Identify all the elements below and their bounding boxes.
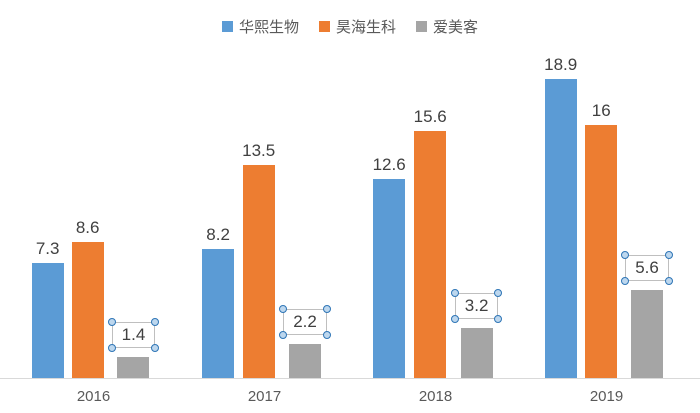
selection-handle[interactable] bbox=[494, 315, 503, 323]
bar-group-2017: 8.2 13.5 2.2 2017 bbox=[179, 50, 350, 413]
bar-series3-2016[interactable] bbox=[117, 357, 150, 379]
selection-handle[interactable] bbox=[279, 305, 288, 313]
selection-handle[interactable] bbox=[151, 318, 160, 326]
x-axis-tick-label: 2019 bbox=[589, 388, 624, 405]
selection-handle[interactable] bbox=[621, 251, 630, 259]
selection-handle[interactable] bbox=[322, 331, 331, 339]
data-label-selected[interactable]: 3.2 bbox=[450, 289, 503, 323]
data-label[interactable]: 8.6 bbox=[75, 218, 100, 237]
data-label-selected[interactable]: 5.6 bbox=[621, 251, 673, 285]
bar-series2-2019[interactable] bbox=[585, 125, 618, 379]
bar-cell: 13.5 bbox=[242, 141, 275, 379]
bar-cell: 1.4 bbox=[107, 318, 160, 379]
data-label-text: 5.6 bbox=[635, 258, 659, 277]
data-label[interactable]: 15.6 bbox=[413, 107, 447, 126]
data-label-text: 1.4 bbox=[121, 325, 146, 344]
bar-series1-2019[interactable] bbox=[544, 79, 577, 379]
legend-swatch bbox=[318, 21, 330, 32]
x-axis-line bbox=[0, 378, 700, 379]
bar-cluster: 7.3 8.6 1.4 bbox=[8, 50, 179, 379]
plot-area: 7.3 8.6 1.4 2016 8.2 13.5 2.2 2017 12.6 15.6 3.2 20… bbox=[8, 50, 692, 413]
x-axis-tick-label: 2017 bbox=[247, 388, 282, 405]
bar-cell: 8.6 bbox=[71, 218, 104, 379]
data-label[interactable]: 12.6 bbox=[372, 155, 406, 174]
bar-cell: 5.6 bbox=[621, 251, 673, 379]
selection-handle[interactable] bbox=[322, 305, 331, 313]
selection-handle[interactable] bbox=[664, 251, 673, 259]
data-label[interactable]: 8.2 bbox=[206, 225, 230, 244]
bar-series3-2018[interactable] bbox=[460, 328, 493, 379]
selection-handle[interactable] bbox=[107, 344, 116, 352]
bar-cluster: 12.6 15.6 3.2 bbox=[350, 50, 521, 379]
chart-legend: 华熙生物 昊海生科 爱美客 bbox=[0, 16, 700, 37]
selection-handle[interactable] bbox=[151, 344, 160, 352]
legend-swatch bbox=[416, 21, 427, 32]
bar-series1-2018[interactable] bbox=[373, 179, 406, 379]
bar-cell: 7.3 bbox=[31, 239, 64, 379]
data-label-selected[interactable]: 1.4 bbox=[107, 318, 160, 352]
bar-cell: 8.2 bbox=[202, 225, 235, 379]
selection-handle[interactable] bbox=[279, 331, 288, 339]
bar-series2-2017[interactable] bbox=[242, 165, 275, 379]
bar-group-2019: 18.9 16 5.6 2019 bbox=[521, 50, 692, 413]
legend-swatch bbox=[221, 21, 233, 32]
data-label-text: 2.2 bbox=[293, 312, 317, 331]
data-label[interactable]: 7.3 bbox=[35, 239, 60, 258]
legend-item-2[interactable]: 昊海生科 bbox=[318, 16, 396, 37]
selection-handle[interactable] bbox=[621, 277, 630, 285]
legend-item-3[interactable]: 爱美客 bbox=[416, 16, 478, 37]
legend-item-1[interactable]: 华熙生物 bbox=[221, 16, 299, 37]
bar-series1-2017[interactable] bbox=[202, 249, 235, 379]
data-label[interactable]: 18.9 bbox=[544, 55, 578, 74]
bar-cluster: 18.9 16 5.6 bbox=[521, 50, 692, 379]
selection-handle[interactable] bbox=[494, 289, 503, 297]
data-label[interactable]: 13.5 bbox=[242, 141, 276, 160]
bar-cell: 15.6 bbox=[414, 107, 447, 379]
data-label[interactable]: 16 bbox=[591, 101, 611, 120]
data-label-text: 3.2 bbox=[464, 296, 489, 315]
bar-group-2016: 7.3 8.6 1.4 2016 bbox=[8, 50, 179, 413]
selection-handle[interactable] bbox=[107, 318, 116, 326]
bar-cell: 18.9 bbox=[544, 55, 577, 379]
bar-series3-2019[interactable] bbox=[631, 290, 664, 379]
bar-cluster: 8.2 13.5 2.2 bbox=[179, 50, 350, 379]
legend-label: 昊海生科 bbox=[335, 19, 396, 36]
bar-series1-2016[interactable] bbox=[31, 263, 64, 379]
bar-series2-2018[interactable] bbox=[414, 131, 447, 379]
selection-handle[interactable] bbox=[450, 315, 459, 323]
x-axis-tick-label: 2018 bbox=[418, 388, 453, 405]
data-label-selected[interactable]: 2.2 bbox=[279, 305, 331, 339]
bar-cell: 3.2 bbox=[450, 289, 503, 379]
bar-series2-2016[interactable] bbox=[71, 242, 104, 379]
selection-handle[interactable] bbox=[664, 277, 673, 285]
x-axis-tick-label: 2016 bbox=[76, 388, 111, 405]
legend-label: 爱美客 bbox=[433, 19, 479, 36]
selection-handle[interactable] bbox=[450, 289, 459, 297]
bar-series3-2017[interactable] bbox=[289, 344, 322, 379]
bar-group-2018: 12.6 15.6 3.2 2018 bbox=[350, 50, 521, 413]
bar-cell: 12.6 bbox=[373, 155, 406, 379]
bar-cell: 16 bbox=[585, 101, 618, 379]
bar-cell: 2.2 bbox=[279, 305, 331, 379]
legend-label: 华熙生物 bbox=[238, 19, 299, 36]
